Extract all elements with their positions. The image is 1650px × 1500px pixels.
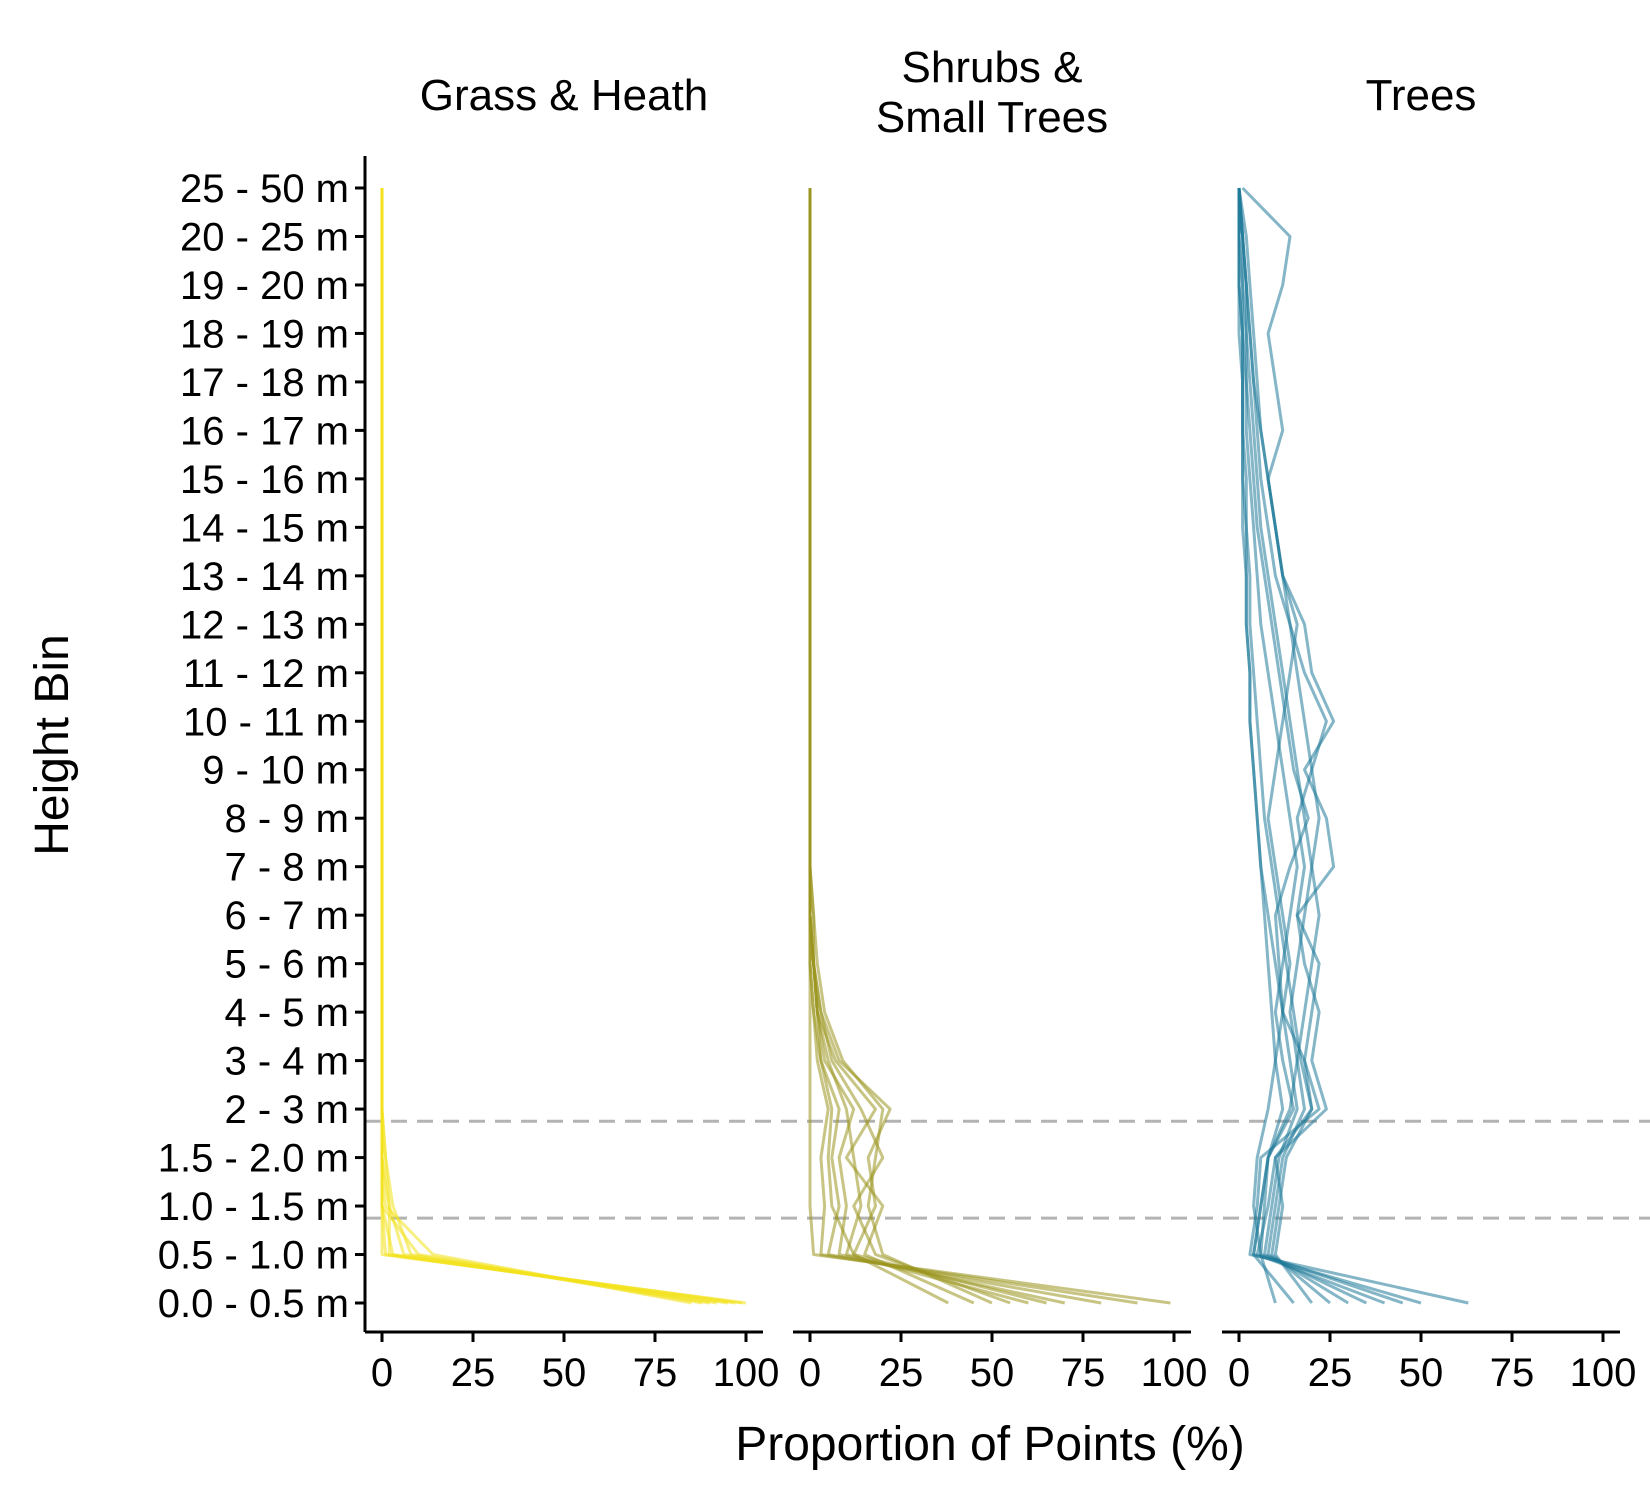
y-tick-label: 6 - 7 m <box>225 894 349 938</box>
x-tick-label: 100 <box>1570 1351 1637 1395</box>
x-tick-label: 0 <box>1228 1351 1250 1395</box>
x-tick-label: 75 <box>633 1351 678 1395</box>
y-tick-label: 15 - 16 m <box>180 458 349 502</box>
y-tick-label: 13 - 14 m <box>180 555 349 599</box>
y-tick-label: 9 - 10 m <box>202 749 349 793</box>
y-tick-label: 0.0 - 0.5 m <box>158 1282 349 1326</box>
profile-line <box>380 188 692 1305</box>
profile-line <box>380 188 736 1305</box>
y-tick-label: 3 - 4 m <box>225 1040 349 1084</box>
x-tick-label: 75 <box>1061 1351 1106 1395</box>
y-tick-label: 7 - 8 m <box>225 846 349 890</box>
profile-line <box>1237 187 1328 1304</box>
x-tick-label: 25 <box>879 1351 924 1395</box>
profile-line <box>380 188 747 1305</box>
x-axis-title: Proportion of Points (%) <box>735 1418 1245 1471</box>
y-tick-label: 2 - 3 m <box>225 1088 349 1132</box>
y-tick-label: 12 - 13 m <box>180 603 349 647</box>
y-axis-title: Height Bin <box>26 634 79 855</box>
y-tick-label: 8 - 9 m <box>225 797 349 841</box>
profile-line <box>380 188 743 1305</box>
profile-line <box>380 188 710 1305</box>
y-tick-label: 20 - 25 m <box>180 215 349 259</box>
profile-line <box>380 188 703 1305</box>
x-tick-label: 50 <box>970 1351 1015 1395</box>
profile-line <box>1237 188 1404 1305</box>
y-tick-label: 11 - 12 m <box>183 652 349 696</box>
profile-line <box>808 188 1029 1305</box>
x-tick-label: 50 <box>1399 1351 1444 1395</box>
x-tick-label: 0 <box>371 1351 393 1395</box>
y-tick-label: 0.5 - 1.0 m <box>158 1234 349 1278</box>
x-tick-label: 75 <box>1490 1351 1535 1395</box>
facet-title: Grass & Heath <box>420 71 709 120</box>
y-tick-label: 1.0 - 1.5 m <box>158 1185 349 1229</box>
y-tick-label: 17 - 18 m <box>180 361 349 405</box>
x-tick-label: 100 <box>713 1351 780 1395</box>
x-tick-label: 0 <box>799 1351 821 1395</box>
y-tick-label: 16 - 17 m <box>180 409 349 453</box>
profile-line <box>1237 188 1368 1305</box>
facet-title: Shrubs & <box>902 43 1083 92</box>
y-tick-label: 4 - 5 m <box>225 991 349 1035</box>
profile-line <box>1237 187 1321 1304</box>
profile-line <box>808 188 1047 1305</box>
x-tick-label: 25 <box>1308 1351 1353 1395</box>
facet-title: Trees <box>1366 71 1477 120</box>
profile-line <box>808 188 1011 1305</box>
x-tick-label: 100 <box>1141 1351 1208 1395</box>
facet-title: Small Trees <box>876 93 1108 142</box>
y-tick-label: 19 - 20 m <box>180 264 349 308</box>
x-tick-label: 25 <box>451 1351 496 1395</box>
profile-line <box>808 188 1102 1305</box>
profile-line <box>808 188 993 1305</box>
profile-line <box>380 188 718 1305</box>
x-tick-label: 50 <box>542 1351 587 1395</box>
profile-line <box>380 188 729 1305</box>
y-tick-label: 5 - 6 m <box>225 943 349 987</box>
profile-line <box>808 188 1171 1305</box>
profile-line <box>1237 187 1422 1305</box>
y-tick-label: 25 - 50 m <box>180 167 349 211</box>
y-tick-label: 14 - 15 m <box>180 506 349 550</box>
profile-line <box>808 188 1066 1305</box>
y-tick-label: 10 - 11 m <box>183 700 349 744</box>
y-tick-label: 1.5 - 2.0 m <box>158 1137 349 1181</box>
y-tick-label: 18 - 19 m <box>180 312 349 356</box>
